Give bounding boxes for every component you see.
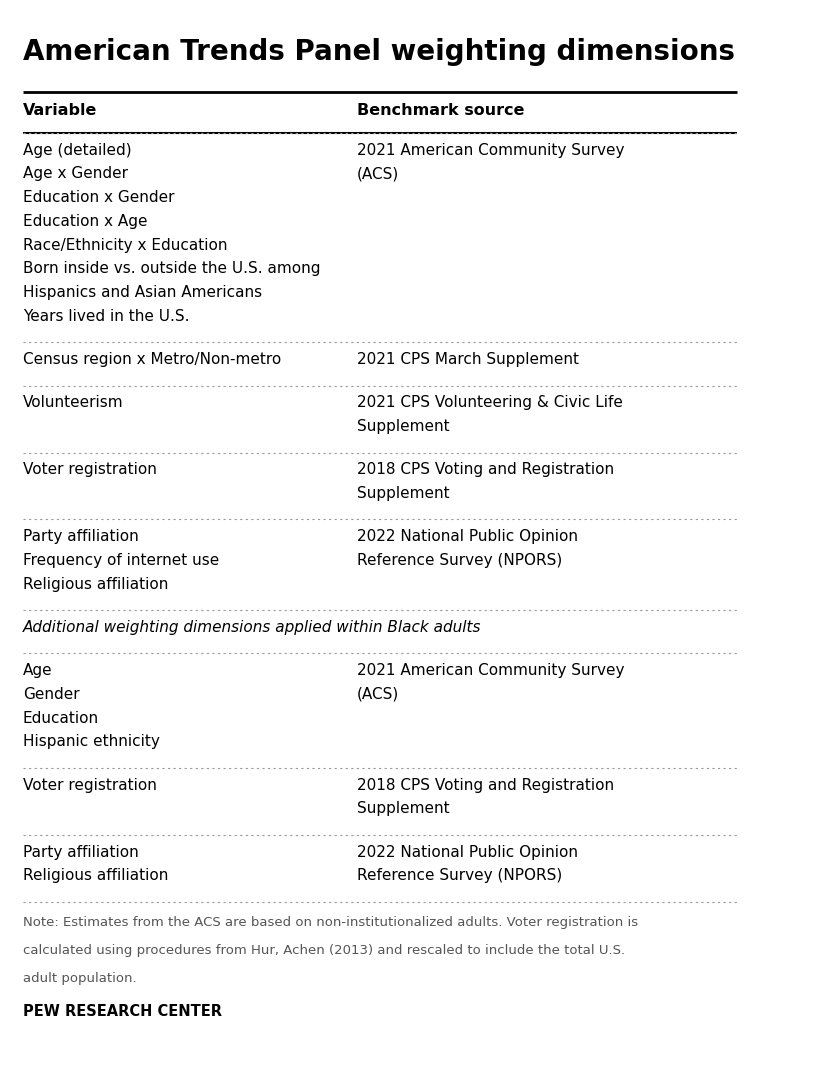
Text: Supplement: Supplement [357,486,449,501]
Text: Party affiliation: Party affiliation [23,529,139,544]
Text: 2021 American Community Survey: 2021 American Community Survey [357,143,624,158]
Text: calculated using procedures from Hur, Achen (2013) and rescaled to include the t: calculated using procedures from Hur, Ac… [23,944,625,957]
Text: Religious affiliation: Religious affiliation [23,577,168,592]
Text: Supplement: Supplement [357,801,449,816]
Text: Frequency of internet use: Frequency of internet use [23,553,219,568]
Text: 2022 National Public Opinion: 2022 National Public Opinion [357,529,578,544]
Text: Note: Estimates from the ACS are based on non-institutionalized adults. Voter re: Note: Estimates from the ACS are based o… [23,916,638,929]
Text: Age: Age [23,663,52,678]
Text: Years lived in the U.S.: Years lived in the U.S. [23,309,189,324]
Text: (ACS): (ACS) [357,687,399,702]
Text: Age x Gender: Age x Gender [23,166,128,181]
Text: 2021 American Community Survey: 2021 American Community Survey [357,663,624,678]
Text: 2021 CPS March Supplement: 2021 CPS March Supplement [357,352,579,367]
Text: Religious affiliation: Religious affiliation [23,868,168,883]
Text: Hispanics and Asian Americans: Hispanics and Asian Americans [23,285,262,300]
Text: Party affiliation: Party affiliation [23,845,139,860]
Text: Reference Survey (NPORS): Reference Survey (NPORS) [357,868,562,883]
Text: Reference Survey (NPORS): Reference Survey (NPORS) [357,553,562,568]
Text: Benchmark source: Benchmark source [357,103,524,118]
Text: Education x Age: Education x Age [23,214,147,229]
Text: 2021 CPS Volunteering & Civic Life: 2021 CPS Volunteering & Civic Life [357,395,622,410]
Text: 2018 CPS Voting and Registration: 2018 CPS Voting and Registration [357,778,614,793]
Text: Gender: Gender [23,687,80,702]
Text: American Trends Panel weighting dimensions: American Trends Panel weighting dimensio… [23,38,735,66]
Text: Born inside vs. outside the U.S. among: Born inside vs. outside the U.S. among [23,261,320,276]
Text: Education x Gender: Education x Gender [23,190,174,205]
Text: Voter registration: Voter registration [23,778,156,793]
Text: Race/Ethnicity x Education: Race/Ethnicity x Education [23,238,228,253]
Text: Additional weighting dimensions applied within Black adults: Additional weighting dimensions applied … [23,620,481,635]
Text: Education: Education [23,711,99,726]
Text: PEW RESEARCH CENTER: PEW RESEARCH CENTER [23,1004,222,1020]
Text: Census region x Metro/Non-metro: Census region x Metro/Non-metro [23,352,281,367]
Text: Age (detailed): Age (detailed) [23,143,131,158]
Text: adult population.: adult population. [23,972,136,985]
Text: Volunteerism: Volunteerism [23,395,123,410]
Text: 2018 CPS Voting and Registration: 2018 CPS Voting and Registration [357,462,614,477]
Text: Variable: Variable [23,103,97,118]
Text: Hispanic ethnicity: Hispanic ethnicity [23,734,160,750]
Text: Voter registration: Voter registration [23,462,156,477]
Text: Supplement: Supplement [357,419,449,434]
Text: 2022 National Public Opinion: 2022 National Public Opinion [357,845,578,860]
Text: (ACS): (ACS) [357,166,399,181]
